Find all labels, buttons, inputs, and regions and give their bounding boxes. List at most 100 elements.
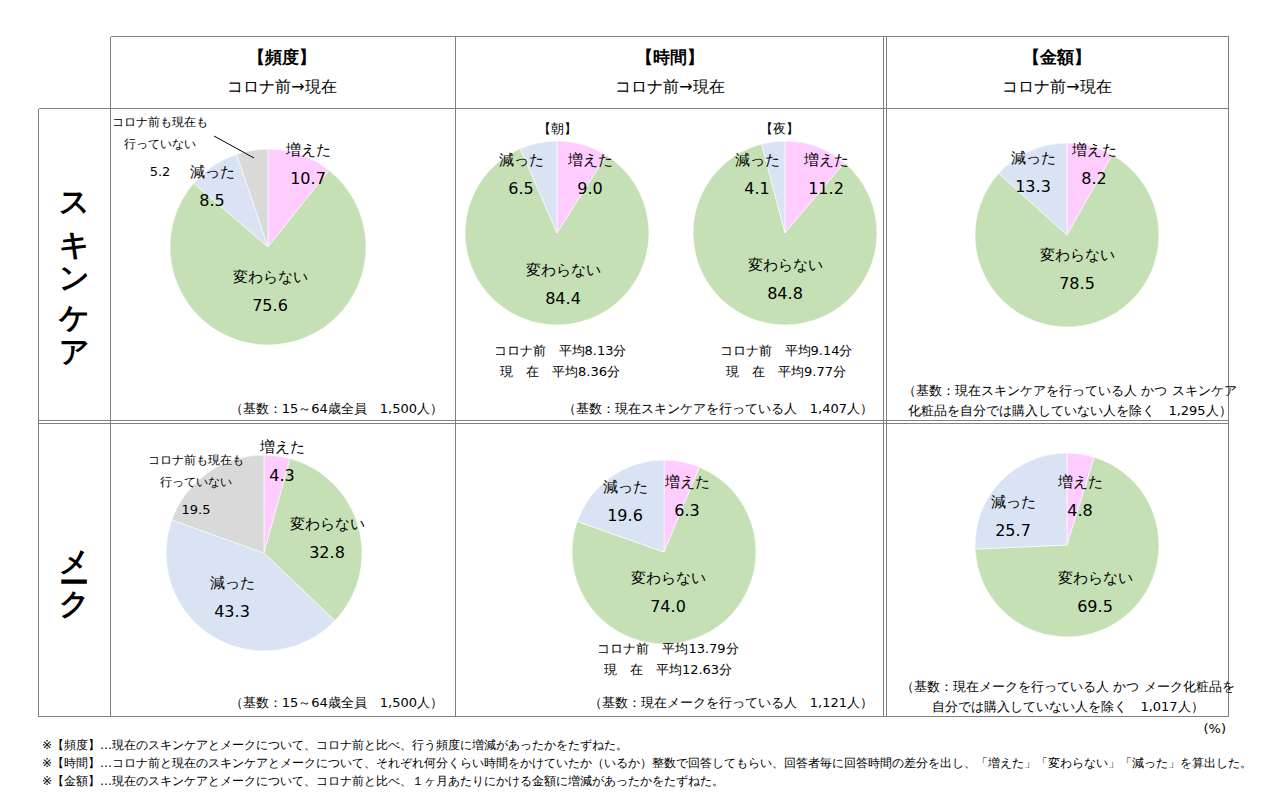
table-rule — [38, 109, 39, 717]
slice-category: 変わらない — [290, 515, 365, 533]
table-rule — [110, 37, 111, 717]
annotation: 現 在 平均8.36分 — [500, 364, 620, 379]
slice-category: コロナ前も現在も行っていない — [112, 115, 208, 151]
pie-slice — [172, 455, 264, 553]
slice-category: 増えた — [259, 438, 305, 456]
pie-labels: 増えた 10.7 変わらない 75.6 減った 8.5 コロナ前も現在も行っていない 5.2 — [112, 115, 331, 315]
annotation: 現 在 平均12.63分 — [604, 662, 732, 677]
base-note: （基数：15～64歳全員 1,500人） — [230, 695, 443, 710]
pie-labels: 増えた8.2変わらない78.5減った13.3 — [1011, 141, 1117, 293]
base-note: （基数：現在スキンケアを行っている人 1,407人） — [563, 401, 873, 416]
slice-category: 増えた — [664, 473, 710, 491]
slice-category: 増えた — [803, 151, 849, 169]
data-label: 75.6 — [252, 296, 288, 315]
base-note: 化粧品を自分では購入していない人を除く 1,295人） — [908, 403, 1231, 418]
data-label: 8.5 — [199, 191, 224, 210]
table-frame — [39, 37, 1229, 717]
data-label: 84.8 — [767, 284, 803, 303]
base-note: （基数：現在スキンケアを行っている人 かつ スキンケア — [903, 383, 1236, 398]
slice-category: 変わらない — [1058, 569, 1133, 587]
data-label: 4.8 — [1067, 501, 1092, 520]
data-label: 43.3 — [214, 602, 250, 621]
slice-category: 増えた — [285, 141, 331, 159]
slice-category: 変わらない — [233, 268, 308, 286]
pie-labels: 増えた 6.3 変わらない 74.0 減った 19.6 — [603, 473, 710, 616]
data-label: 4.1 — [744, 179, 769, 198]
base-note: （基数：現在メークを行っている人 1,121人） — [589, 695, 873, 710]
pie-slice — [999, 143, 1067, 235]
data-label: 25.7 — [995, 521, 1031, 540]
footnote: ※【金額】…現在のスキンケアとメークについて、コロナ前と比べ、１ヶ月あたりにかけ… — [42, 774, 724, 788]
data-label: 8.2 — [1081, 169, 1106, 188]
pie-slice — [577, 460, 664, 552]
data-label: 32.8 — [309, 543, 345, 562]
slice-category: 減った — [499, 151, 544, 169]
data-label: 6.3 — [674, 501, 699, 520]
data-label: 11.2 — [808, 179, 844, 198]
unit-label: (%) — [1204, 721, 1227, 736]
table-rule — [883, 37, 884, 717]
figure: 【頻度】コロナ前→現在【時間】コロナ前→現在【金額】コロナ前→現在（基数：15～… — [0, 0, 1270, 798]
pie-chart — [170, 149, 366, 345]
slice-category: 減った — [735, 151, 780, 169]
footnote: ※【頻度】…現在のスキンケアとメークについて、コロナ前と比べ、行う頻度に増減があ… — [42, 738, 628, 752]
data-label: 4.3 — [269, 466, 294, 485]
pie-title: 【朝】 — [538, 121, 577, 136]
slice-category: コロナ前も現在も行っていない — [148, 453, 244, 489]
column-subtitle: コロナ前→現在 — [615, 77, 724, 96]
slice-category: 減った — [1011, 149, 1056, 167]
table-rule — [1228, 37, 1229, 717]
slice-category: 減った — [991, 493, 1036, 511]
data-label: 84.4 — [545, 289, 581, 308]
slice-category: 減った — [603, 478, 648, 496]
column-title: 【金額】 — [1023, 47, 1091, 67]
data-label: 13.3 — [1015, 177, 1051, 196]
slice-category: 変わらない — [748, 256, 823, 274]
base-note: （基数：現在メークを行っている人 かつ メーク化粧品を — [901, 679, 1234, 694]
base-note: （基数：15～64歳全員 1,500人） — [230, 401, 443, 416]
pie-labels: 増えた4.8変わらない69.5減った25.7 — [991, 473, 1133, 616]
column-title: 【時間】 — [636, 47, 704, 67]
footnote: ※【時間】…コロナ前と現在のスキンケアとメークについて、それぞれ何分くらい時間を… — [42, 756, 1252, 770]
pie-chart — [572, 460, 756, 644]
table-rule — [455, 37, 456, 717]
table-rule — [39, 108, 1229, 109]
slice-category: 変わらない — [631, 569, 706, 587]
data-label: 19.6 — [607, 506, 643, 525]
data-label: 19.5 — [182, 502, 211, 517]
annotation: コロナ前 平均13.79分 — [597, 641, 738, 656]
table-rule — [886, 37, 887, 717]
leader-line — [214, 136, 254, 158]
data-label: 74.0 — [650, 597, 686, 616]
pie-title: 【夜】 — [760, 121, 799, 136]
pie-chart — [975, 453, 1159, 637]
annotation: コロナ前 平均8.13分 — [494, 343, 627, 358]
pie-slice — [975, 453, 1067, 549]
table-rule — [111, 36, 1229, 37]
slice-category: 増えた — [567, 151, 613, 169]
data-label: 6.5 — [508, 179, 533, 198]
data-label: 5.2 — [150, 164, 171, 179]
data-label: 9.0 — [577, 179, 602, 198]
row-header: メーク — [53, 529, 94, 606]
table-rule — [39, 716, 1229, 717]
table-rule — [39, 423, 1229, 424]
slice-category: 変わらない — [1040, 246, 1115, 264]
slice-category: 増えた — [1071, 141, 1117, 159]
table-rule — [39, 420, 1229, 421]
slice-category: 変わらない — [526, 261, 601, 279]
pie-chart — [693, 141, 877, 325]
row-header: スキンケア — [53, 173, 94, 358]
pie-chart — [465, 141, 649, 325]
pie-labels: 増えた 11.2 変わらない 84.8 減った 4.1 — [735, 151, 849, 303]
slice-category: 減った — [190, 163, 235, 181]
pie-labels: 増えた 9.0 変わらない 84.4 減った 6.5 — [499, 151, 613, 308]
base-note: 自分では購入していない人を除く 1,017人） — [932, 699, 1203, 714]
data-label: 10.7 — [290, 169, 326, 188]
annotation: コロナ前 平均9.14分 — [720, 343, 853, 358]
pie-slice — [237, 149, 268, 247]
data-label: 69.5 — [1077, 597, 1113, 616]
column-subtitle: コロナ前→現在 — [1002, 77, 1111, 96]
slice-category: 減った — [210, 574, 255, 592]
pie-chart — [975, 143, 1159, 327]
